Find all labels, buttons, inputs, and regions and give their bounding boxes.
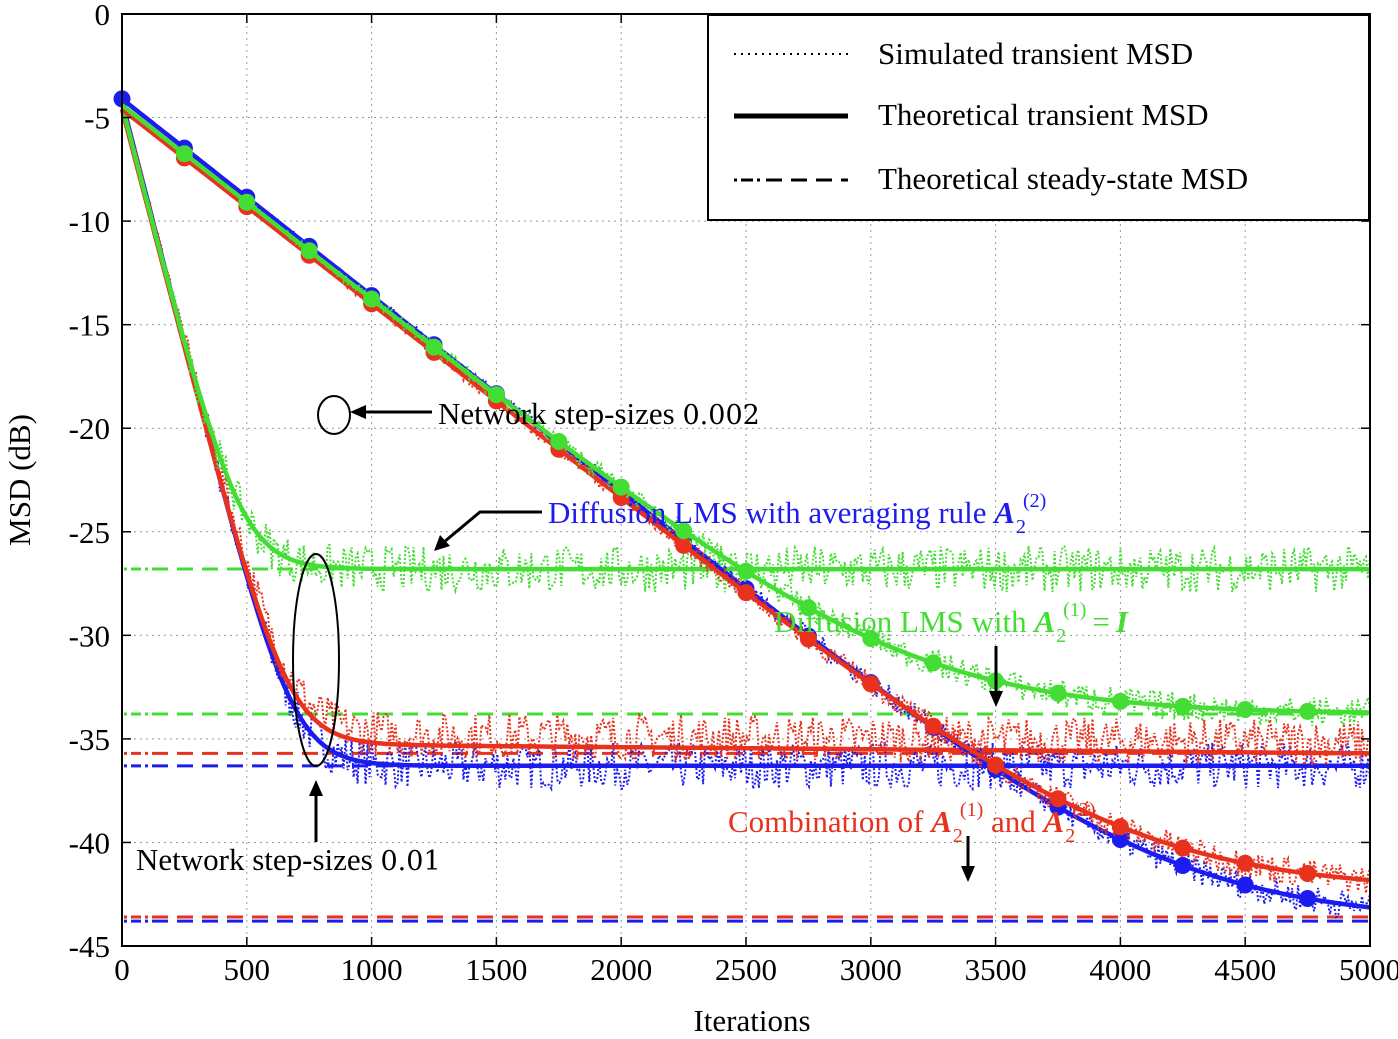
data-point [737, 562, 755, 580]
x-tick-label: 1500 [465, 952, 527, 987]
data-point [1111, 818, 1129, 836]
data-point [1299, 702, 1317, 720]
data-point [799, 630, 817, 648]
data-point [1174, 697, 1192, 715]
annotation-ellipse-001 [292, 553, 340, 767]
y-tick-label: -10 [69, 204, 110, 239]
data-point [737, 584, 755, 602]
x-tick-label: 2500 [715, 952, 777, 987]
data-point [1174, 857, 1192, 874]
legend-steady: Theoretical steady-state MSD [878, 161, 1248, 196]
legend-theoretical: Theoretical transient MSD [878, 97, 1209, 132]
data-point [1174, 839, 1192, 857]
data-point [175, 145, 193, 163]
simulated-curve [121, 98, 1371, 766]
data-point [675, 536, 693, 554]
y-tick-label: -30 [69, 618, 110, 653]
data-point [363, 290, 381, 308]
data-point [425, 338, 443, 356]
y-tick-label: -35 [69, 722, 110, 757]
annotation-arrowhead-001 [309, 780, 323, 796]
y-tick-label: 0 [95, 0, 111, 32]
data-point [1049, 684, 1067, 702]
annotation-step-002: Network step-sizes 0.002 [438, 396, 760, 431]
legend-simulated: Simulated transient MSD [878, 36, 1193, 71]
x-tick-label: 4000 [1089, 952, 1151, 987]
theoretical-curve [119, 108, 1370, 756]
series-group [113, 90, 1371, 919]
annotation-arrowhead-blue [434, 535, 450, 551]
data-point [1299, 865, 1317, 882]
data-point [924, 654, 942, 672]
data-point [862, 630, 880, 647]
annotation-arrowhead-red [961, 866, 975, 882]
data-point [1299, 890, 1317, 907]
x-tick-label: 0 [114, 952, 130, 987]
data-point [1111, 692, 1129, 710]
theoretical-curve [119, 100, 1370, 769]
y-tick-label: -5 [84, 101, 110, 136]
annotation-arrowhead-002 [350, 405, 366, 419]
annotation-green-label: Diffusion LMS with A2(1) = I [774, 599, 1129, 647]
annotation-blue-label: Diffusion LMS with averaging rule A2(2) [548, 490, 1046, 538]
ticks: 0 500 1000 1500 2000 2500 3000 3500 4000 4500 5000… [69, 0, 1398, 987]
data-point [799, 599, 817, 617]
data-point [675, 522, 693, 540]
annotation-step-001: Network step-sizes 0.01 [136, 842, 441, 877]
x-tick-label: 4500 [1214, 952, 1276, 987]
x-tick-label: 3500 [965, 952, 1027, 987]
y-tick-label: -15 [69, 308, 110, 343]
data-point [300, 242, 318, 260]
data-point [612, 478, 630, 496]
x-tick-label: 3000 [840, 952, 902, 987]
data-point [1236, 876, 1254, 894]
data-point [924, 717, 942, 735]
data-point [1049, 790, 1067, 808]
annotation-arrowhead-green [989, 691, 1003, 707]
annotation-ellipse-002 [317, 395, 351, 435]
simulated-curve [121, 104, 1371, 595]
data-point [550, 433, 568, 450]
data-point [1236, 854, 1254, 872]
data-point [238, 193, 256, 211]
annotation-red-label: Combination of A2(1) and A2(2) [728, 799, 1096, 847]
y-tick-label: -40 [69, 825, 110, 860]
x-tick-label: 2000 [590, 952, 652, 987]
legend: Simulated transient MSD Theoretical tran… [707, 14, 1370, 221]
y-tick-label: -45 [69, 929, 110, 964]
y-axis-label: MSD (dB) [2, 414, 37, 546]
data-point [1236, 701, 1254, 718]
annotation-arrow-blue [443, 510, 542, 544]
x-axis-label: Iterations [693, 1003, 810, 1038]
y-tick-label: -25 [69, 515, 110, 550]
data-point [487, 386, 505, 404]
y-tick-label: -20 [69, 411, 110, 446]
annotations: Network step-sizes 0.002 Network step-si… [136, 395, 1129, 882]
data-point [987, 756, 1005, 774]
x-tick-label: 500 [224, 952, 271, 987]
data-point [862, 675, 880, 693]
x-tick-label: 1000 [341, 952, 403, 987]
x-tick-label: 5000 [1339, 952, 1398, 987]
